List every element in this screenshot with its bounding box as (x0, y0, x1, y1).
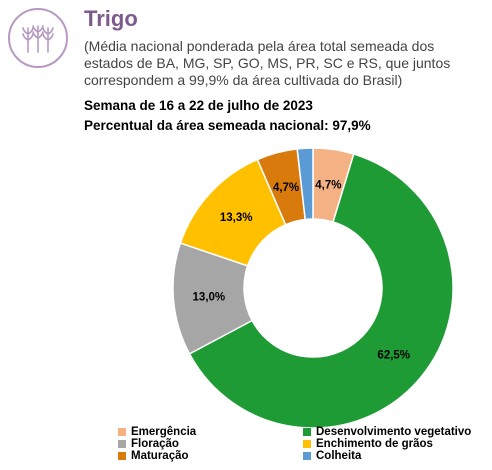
data-label-1: 4,7% (315, 180, 341, 192)
data-label-4: 13,3% (220, 212, 253, 224)
data-label-2: 62,5% (377, 349, 410, 361)
legend-item: Emergência (118, 426, 303, 438)
data-label-3: 13,0% (193, 292, 226, 304)
legend-swatch (118, 452, 126, 460)
data-label-5: 4,7% (273, 182, 299, 194)
legend-label: Desenvolvimento vegetativo (316, 426, 472, 438)
legend-label: Floração (131, 438, 179, 450)
week-label: Semana de 16 a 22 de julho de 2023 (84, 98, 313, 113)
legend-swatch (118, 428, 126, 436)
percent-area-label: Percentual da área semeada nacional: 97,… (84, 118, 371, 133)
legend-swatch (118, 440, 126, 448)
slice-6 (296, 147, 314, 221)
chart-legend: Emergência Desenvolvimento vegetativo Flor… (118, 426, 488, 462)
legend-label: Enchimento de grãos (316, 438, 433, 450)
legend-item: Enchimento de grãos (303, 438, 488, 450)
legend-swatch (303, 428, 311, 436)
legend-item: Colheita (303, 450, 488, 462)
legend-swatch (303, 440, 311, 448)
legend-item: Floração (118, 438, 303, 450)
legend-label: Maturação (131, 450, 189, 462)
legend-item: Maturação (118, 450, 303, 462)
slice-2 (188, 153, 454, 429)
legend-label: Emergência (131, 426, 197, 438)
legend-label: Colheita (316, 450, 362, 462)
legend-swatch (303, 452, 311, 460)
wheat-icon (8, 8, 68, 68)
legend-item: Desenvolvimento vegetativo (303, 426, 488, 438)
page-title: Trigo (84, 6, 138, 31)
subtitle: (Média nacional ponderada pela área tota… (84, 38, 451, 88)
